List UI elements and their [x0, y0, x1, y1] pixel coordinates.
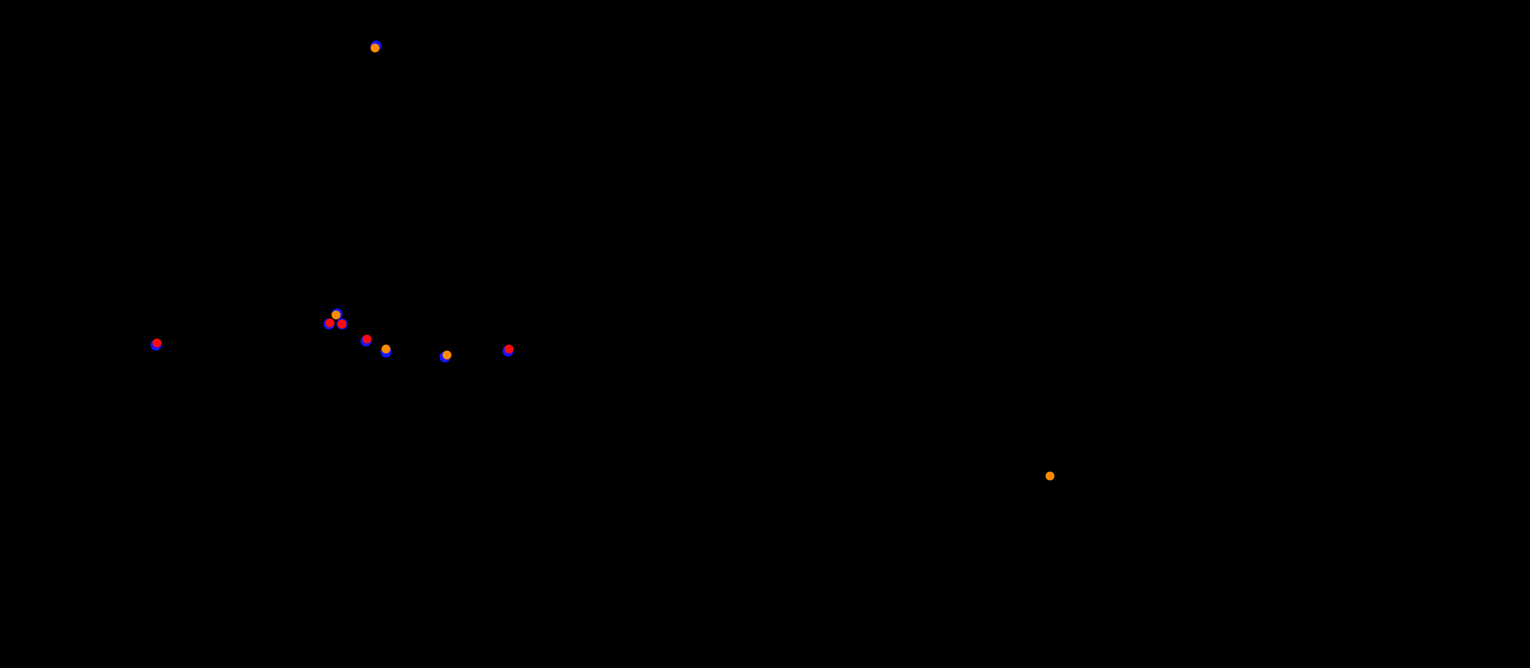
orange-marker-point: [1045, 471, 1055, 481]
red-marker-point: [337, 319, 347, 329]
red-marker-point: [362, 334, 372, 344]
orange-marker-point: [370, 43, 380, 53]
orange-marker-point: [442, 350, 452, 360]
orange-marker-point: [331, 310, 341, 320]
red-marker-point: [152, 338, 162, 348]
red-marker-point: [504, 344, 514, 354]
red-marker-point: [325, 318, 335, 328]
orange-marker-point: [381, 344, 391, 354]
